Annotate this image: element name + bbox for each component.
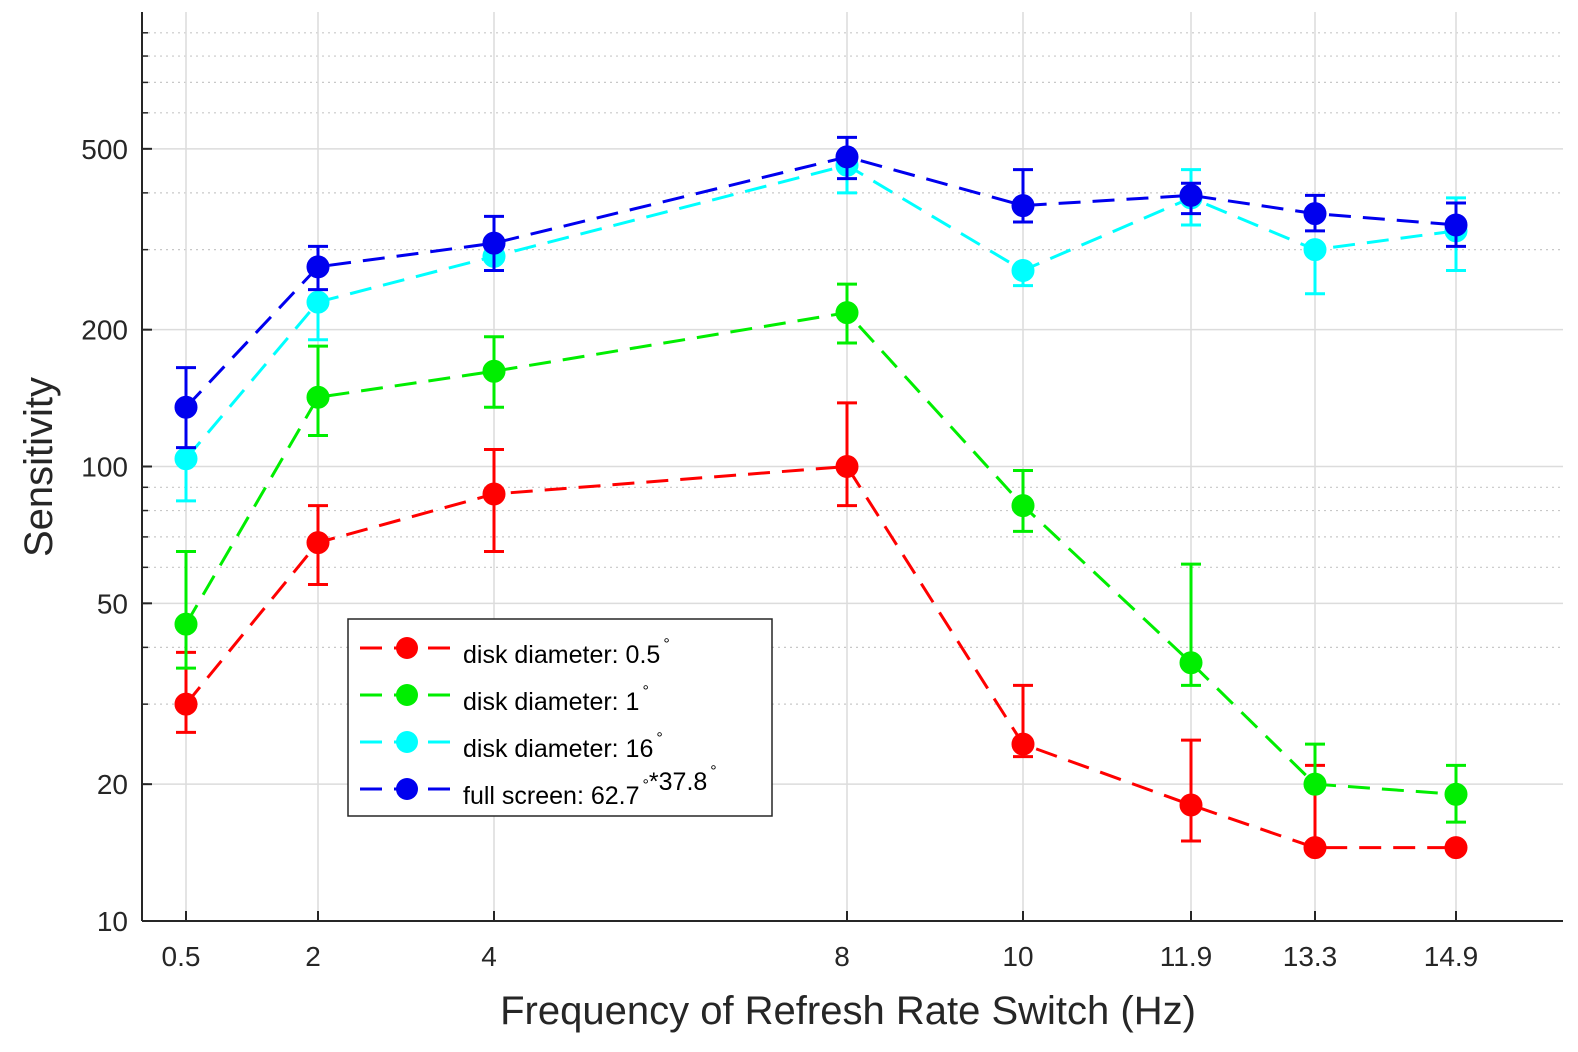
data-point <box>174 395 198 419</box>
legend: disk diameter: 0.5 °disk diameter: 1 °disk… <box>347 618 773 817</box>
series-3 <box>174 135 1468 450</box>
data-point <box>306 255 330 279</box>
legend-marker <box>396 637 418 659</box>
data-point <box>306 531 330 555</box>
legend-label: disk diameter: 1 ° <box>463 683 649 716</box>
y-axis-title: Sensitivity <box>17 377 61 557</box>
data-point <box>1179 793 1203 817</box>
data-point <box>306 385 330 409</box>
legend-degree-mark: ° <box>656 730 662 747</box>
series-0 <box>174 401 1468 860</box>
legend-label-text: disk diameter: 0.5 <box>463 641 660 669</box>
legend-label-text: full screen: 62.7 <box>463 782 640 810</box>
series-line <box>184 311 1457 796</box>
y-tick-label: 20 <box>97 769 128 800</box>
legend-marker <box>396 731 418 753</box>
x-tick-label: 11.9 <box>1160 941 1212 972</box>
legend-degree-mark: ° <box>663 636 669 653</box>
data-point <box>1011 258 1035 282</box>
data-point <box>482 359 506 383</box>
legend-label-suffix: *37.8 <box>649 768 707 796</box>
data-point <box>1444 213 1468 237</box>
series-line <box>184 155 1457 409</box>
data-point <box>1303 772 1327 796</box>
x-axis-title: Frequency of Refresh Rate Switch (Hz) <box>500 989 1196 1033</box>
y-tick-label: 200 <box>81 315 128 346</box>
x-tick-label: 13.3 <box>1283 941 1338 972</box>
x-tick-label: 2 <box>305 941 321 972</box>
data-point <box>482 231 506 255</box>
data-point <box>1444 782 1468 806</box>
data-point <box>1179 651 1203 675</box>
data-point <box>1303 836 1327 860</box>
x-tick-label: 10 <box>1002 941 1033 972</box>
legend-label-text: disk diameter: 16 <box>463 735 653 763</box>
data-point <box>306 290 330 314</box>
data-point <box>1011 494 1035 518</box>
series-layer <box>174 135 1468 860</box>
data-point <box>835 145 859 169</box>
x-tick-label: 14.9 <box>1424 941 1479 972</box>
data-point <box>1303 202 1327 226</box>
data-point <box>1303 238 1327 262</box>
x-tick-label: 4 <box>481 941 497 972</box>
data-point <box>482 482 506 506</box>
legend-label: disk diameter: 16 ° <box>463 730 663 763</box>
data-point <box>835 455 859 478</box>
series-line <box>184 464 1456 850</box>
x-tick-label: 8 <box>834 941 850 972</box>
data-point <box>1179 183 1203 207</box>
series-1 <box>174 282 1468 824</box>
ticks: 10 20 50 100 200 500 0.5 2 4 8 10 11.9 13.3 14.9 <box>81 32 1479 972</box>
legend-degree-mark: ° <box>643 777 649 794</box>
data-point <box>1011 732 1035 756</box>
legend-label-text: disk diameter: 1 <box>463 688 639 716</box>
legend-degree-mark: ° <box>710 763 716 780</box>
data-point <box>174 692 198 716</box>
legend-entries: disk diameter: 0.5 °disk diameter: 1 °disk… <box>360 636 717 810</box>
x-tick-label: 0.5 <box>162 941 201 972</box>
y-tick-label: 50 <box>97 588 128 619</box>
legend-degree-mark: ° <box>642 683 648 700</box>
y-tick-label: 500 <box>81 134 128 165</box>
data-point <box>1011 194 1035 218</box>
legend-marker <box>396 684 418 706</box>
legend-marker <box>396 778 418 800</box>
data-point <box>835 301 859 325</box>
data-point <box>174 447 198 471</box>
legend-box <box>347 618 773 817</box>
legend-label: full screen: 62.7 °*37.8 ° <box>463 763 717 810</box>
y-tick-label: 100 <box>81 452 128 483</box>
legend-label: disk diameter: 0.5 ° <box>463 636 670 669</box>
data-point <box>1444 836 1468 860</box>
data-point <box>174 612 198 636</box>
y-tick-label: 10 <box>97 906 128 937</box>
series-line <box>184 163 1457 460</box>
